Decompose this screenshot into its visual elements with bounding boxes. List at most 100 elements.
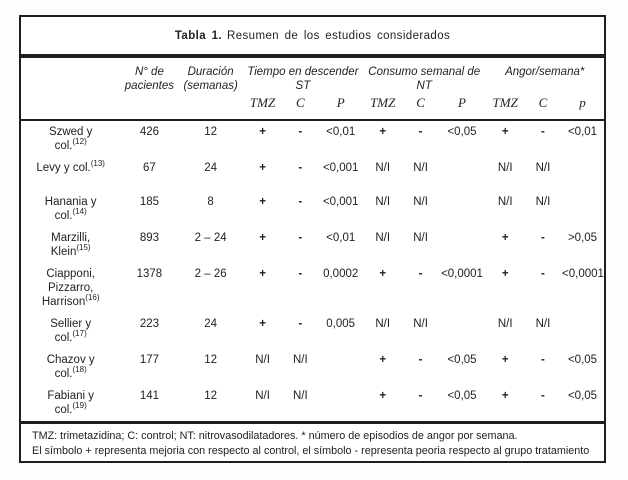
data-cell bbox=[561, 157, 604, 191]
header-st-tmz: TMZ bbox=[249, 95, 276, 110]
reference-superscript: (19) bbox=[72, 401, 87, 411]
data-cell: N/I bbox=[293, 354, 308, 366]
header-patients: N° de pacientes bbox=[120, 58, 178, 120]
header-angor-tmz: TMZ bbox=[492, 95, 518, 110]
data-cell: + bbox=[501, 126, 509, 138]
data-cell: <0,05 bbox=[447, 354, 477, 366]
table-row: Chazov y col.(18) 177 12 N/I N/I + - <0,05 + - <0,0… bbox=[21, 349, 604, 385]
data-cell: N/I bbox=[535, 196, 551, 208]
data-cell bbox=[439, 227, 486, 263]
table-row: Levy y col.(13) 67 24 + - <0,001 N/I N/I N/I N/I bbox=[21, 157, 604, 191]
data-cell: + bbox=[379, 268, 387, 280]
table-row: Szwed y col.(12) 426 12 + - <0,01 + - <0,05 + - <0,0… bbox=[21, 120, 604, 157]
data-cell: 67 bbox=[143, 162, 156, 174]
data-cell: <0,05 bbox=[447, 126, 477, 138]
reference-superscript: (16) bbox=[85, 293, 100, 303]
footnote-line: El símbolo + representa mejoria con resp… bbox=[32, 444, 590, 462]
data-cell: N/I bbox=[497, 162, 513, 174]
reference-superscript: (15) bbox=[76, 243, 91, 253]
data-cell: <0,01 bbox=[326, 232, 356, 244]
reference-superscript: (18) bbox=[72, 365, 87, 375]
data-cell: + bbox=[259, 126, 266, 138]
study-name: Marzilli, Klein(15) bbox=[50, 232, 91, 258]
data-cell: 177 bbox=[139, 354, 159, 366]
data-cell bbox=[318, 385, 363, 421]
data-cell: N/I bbox=[413, 232, 428, 244]
data-cell: + bbox=[259, 268, 266, 280]
data-cell: 893 bbox=[139, 232, 159, 244]
data-cell: + bbox=[379, 390, 387, 402]
studies-table: N° de pacientes Duración (semanas) Tiemp… bbox=[21, 58, 604, 421]
header-angor-c: C bbox=[538, 95, 548, 110]
header-st-c: C bbox=[296, 95, 305, 110]
study-name: Fabiani y col.(19) bbox=[47, 390, 94, 416]
header-group-angor-label: Angor/semana* bbox=[505, 66, 585, 78]
header-group-st-line1: Tiempo en descender bbox=[247, 66, 359, 78]
header-duration-line1: Duración bbox=[187, 66, 234, 78]
data-cell: 2 – 26 bbox=[194, 268, 227, 280]
data-cell: - bbox=[418, 390, 423, 402]
table-row: Marzilli, Klein(15) 893 2 – 24 + - <0,01 N/I N/I… bbox=[21, 227, 604, 263]
table-title-number: Tabla 1. bbox=[174, 29, 223, 42]
data-cell: + bbox=[501, 354, 509, 366]
data-cell: - bbox=[418, 354, 423, 366]
data-cell: 0,005 bbox=[326, 318, 356, 330]
header-study-spacer bbox=[21, 58, 120, 120]
data-cell: N/I bbox=[413, 318, 428, 330]
data-cell bbox=[318, 349, 363, 385]
header-duration-line2: (semanas) bbox=[183, 79, 238, 92]
data-cell: N/I bbox=[375, 232, 391, 244]
data-cell bbox=[439, 313, 486, 349]
header-angor-p: p bbox=[579, 95, 586, 110]
data-cell: + bbox=[259, 162, 266, 174]
study-name: Chazov y col.(18) bbox=[46, 354, 95, 380]
data-cell: <0,001 bbox=[322, 162, 359, 174]
study-name: Hanania y col.(14) bbox=[44, 196, 97, 222]
data-cell: + bbox=[259, 232, 266, 244]
table-row: Ciapponi, Pizzarro, Harrison(16) 1378 2 – 26… bbox=[21, 263, 604, 313]
header-nt-tmz: TMZ bbox=[370, 95, 396, 110]
data-cell: 12 bbox=[204, 126, 218, 138]
reference-superscript: (13) bbox=[90, 159, 105, 169]
data-cell: - bbox=[298, 162, 303, 174]
data-cell: N/I bbox=[413, 196, 428, 208]
data-cell: N/I bbox=[413, 162, 428, 174]
footnotes: TMZ: trimetazidina; C: control; NT: nitr… bbox=[21, 421, 604, 462]
data-cell: + bbox=[379, 354, 387, 366]
data-cell: - bbox=[541, 354, 545, 366]
reference-superscript: (14) bbox=[72, 207, 87, 217]
data-cell: - bbox=[298, 126, 303, 138]
study-name: Sellier y col.(17) bbox=[50, 318, 92, 344]
header-group-nt: Consumo semanal de NT bbox=[363, 58, 485, 94]
data-cell: - bbox=[298, 196, 303, 208]
data-cell: + bbox=[501, 390, 509, 402]
data-cell: 223 bbox=[139, 318, 159, 330]
data-cell: 24 bbox=[204, 162, 218, 174]
data-cell bbox=[561, 313, 604, 349]
table-title: Tabla 1. Resumen de los estudios conside… bbox=[21, 17, 604, 58]
data-cell: - bbox=[541, 268, 545, 280]
table-row: Fabiani y col.(19) 141 12 N/I N/I + - <0,05 + - <0,… bbox=[21, 385, 604, 421]
data-cell bbox=[439, 157, 486, 191]
footnote-line: TMZ: trimetazidina; C: control; NT: nitr… bbox=[32, 430, 518, 442]
data-cell: N/I bbox=[375, 318, 391, 330]
data-cell: 426 bbox=[139, 126, 159, 138]
table-header: N° de pacientes Duración (semanas) Tiemp… bbox=[21, 58, 604, 120]
data-cell: + bbox=[259, 196, 266, 208]
header-group-st-line2: ST bbox=[295, 79, 311, 92]
data-cell: N/I bbox=[255, 390, 270, 402]
table-body: Szwed y col.(12) 426 12 + - <0,01 + - <0,05 + - <0,0… bbox=[21, 120, 604, 421]
data-cell bbox=[439, 191, 486, 227]
data-cell: N/I bbox=[375, 196, 391, 208]
table-row: Hanania y col.(14) 185 8 + - <0,001 N/I N/I N/I N/… bbox=[21, 191, 604, 227]
data-cell: 2 – 24 bbox=[194, 232, 227, 244]
study-name: Ciapponi, Pizzarro, Harrison(16) bbox=[41, 268, 100, 308]
data-cell: N/I bbox=[535, 162, 551, 174]
header-nt-c: C bbox=[416, 95, 425, 110]
header-sub-row: TMZ C P TMZ C P TMZ C p bbox=[21, 94, 604, 120]
data-cell: 0,0002 bbox=[323, 268, 359, 280]
study-name: Szwed y col.(12) bbox=[48, 126, 93, 152]
header-group-st: Tiempo en descender ST bbox=[243, 58, 363, 94]
data-cell: + bbox=[259, 318, 266, 330]
table-title-text: Resumen de los estudios considerados bbox=[227, 29, 451, 42]
